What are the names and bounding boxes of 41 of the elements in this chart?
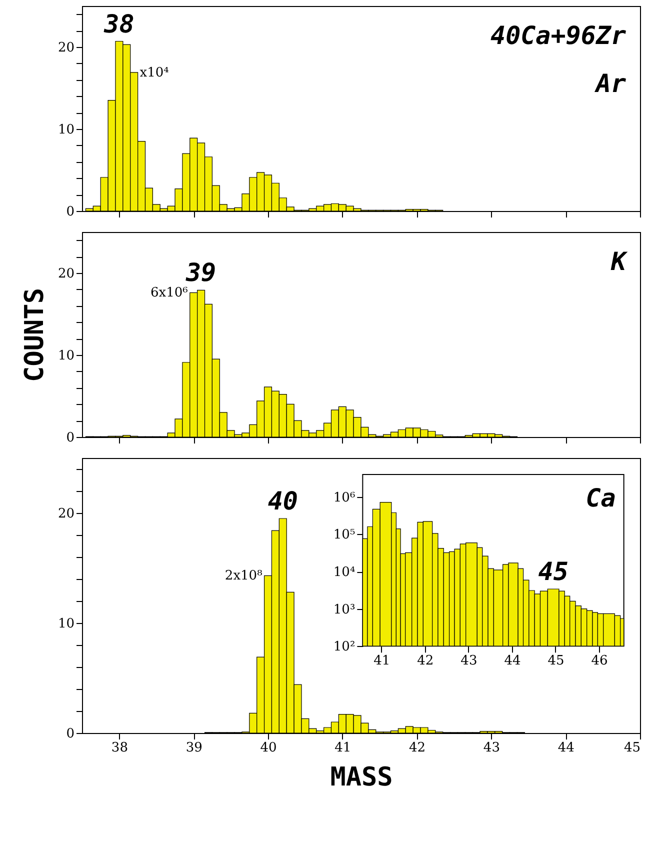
annotation: Ca (586, 484, 616, 512)
x-tick-label: 44 (558, 740, 574, 756)
y-tick-label: 0 (66, 204, 74, 220)
y-tick-label: 10 (58, 348, 74, 364)
x-tick-label: 44 (504, 654, 521, 669)
x-tick-label: 42 (409, 740, 426, 756)
x-tick-label: 38 (111, 740, 128, 756)
y-tick-label: 0 (66, 726, 74, 742)
annotation: 2x10⁸ (224, 568, 262, 584)
y-tick-label: 10³ (333, 602, 356, 618)
y-tick-label: 10⁵ (333, 528, 356, 543)
y-tick-label: 10 (58, 616, 74, 632)
annotation: 6x10⁶ (150, 286, 188, 301)
y-tick-label: 0 (66, 430, 74, 446)
annotation: 40Ca+96Zr (490, 21, 626, 50)
annotation: K (610, 247, 628, 276)
x-tick-label: 43 (483, 740, 500, 756)
annotation: Ar (594, 69, 626, 98)
x-tick-label: 42 (417, 654, 434, 669)
annotation: 45 (538, 556, 568, 586)
annotation: 40 (268, 486, 298, 516)
x-tick-label: 43 (460, 654, 478, 669)
y-tick-label: 20 (58, 40, 74, 56)
y-tick-label: 20 (58, 506, 74, 522)
x-axis-title: MASS (330, 762, 393, 792)
x-tick-label: 45 (548, 654, 564, 669)
y-tick-label: 10⁶ (333, 490, 356, 506)
y-axis-title: COUNTS (20, 288, 50, 382)
y-tick-label: 10² (333, 640, 356, 655)
x-tick-label: 40 (260, 740, 277, 756)
x-tick-label: 45 (624, 740, 640, 756)
y-tick-label: 20 (58, 266, 74, 282)
y-tick-label: 10 (58, 122, 74, 138)
annotation: 39 (184, 258, 216, 288)
x-tick-label: 46 (591, 654, 608, 669)
y-tick-label: 10⁴ (333, 565, 356, 580)
annotation: 38 (103, 9, 134, 38)
annotation: x10⁴ (140, 65, 169, 80)
x-tick-label: 41 (374, 654, 390, 669)
x-tick-label: 41 (334, 740, 352, 756)
x-tick-label: 39 (186, 740, 202, 756)
